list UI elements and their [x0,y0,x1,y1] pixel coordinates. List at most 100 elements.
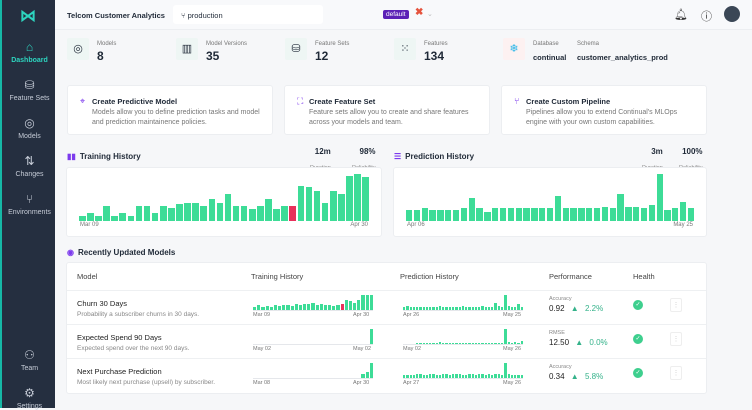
bar[interactable] [442,373,445,378]
bar[interactable] [323,304,328,310]
bar[interactable] [216,202,224,221]
more-menu-button[interactable]: ⋮ [670,298,682,312]
bar[interactable] [192,202,199,221]
bar[interactable] [425,307,429,310]
bar-failed[interactable] [340,303,344,310]
bar[interactable] [499,208,507,221]
bar[interactable] [435,307,438,310]
bar[interactable] [344,300,348,310]
bar[interactable] [554,195,562,221]
bar[interactable] [601,206,609,221]
bar[interactable] [491,375,494,378]
bar[interactable] [468,373,471,378]
bar[interactable] [412,307,416,310]
bar[interactable] [445,373,448,378]
bar[interactable] [609,208,616,221]
bar[interactable] [419,342,422,344]
bar[interactable] [474,342,478,344]
bar[interactable] [432,373,435,378]
bar[interactable] [278,305,282,310]
bar[interactable] [253,306,257,310]
bar[interactable] [504,363,507,378]
bar[interactable] [281,205,288,221]
bar[interactable] [369,329,373,344]
bar[interactable] [520,307,523,310]
bar[interactable] [416,373,419,378]
bar[interactable] [103,205,110,221]
bell-icon[interactable]: 🔔︎ [674,9,688,21]
bar[interactable] [500,342,504,344]
sidebar-item-feature-sets[interactable]: ⛁ Feature Sets [2,78,57,102]
bar[interactable] [570,208,577,221]
bar[interactable] [127,215,135,221]
bar[interactable] [79,215,86,221]
bar[interactable] [437,210,444,221]
bar[interactable] [578,208,585,221]
bar[interactable] [346,175,353,221]
sidebar-item-models[interactable]: ◎ Models [2,116,57,140]
help-icon[interactable]: ⓘ [701,11,712,23]
table-row[interactable]: Expected Spend 90 Days Expected spend ove… [67,324,706,358]
bar[interactable] [461,305,465,310]
bar[interactable] [265,199,272,221]
bar[interactable] [474,375,478,378]
bar[interactable] [487,342,491,344]
bar[interactable] [593,208,601,221]
bar[interactable] [448,375,451,378]
bar[interactable] [510,307,514,310]
bar[interactable] [517,375,520,378]
bar[interactable] [500,307,504,310]
bar[interactable] [406,210,413,221]
bar[interactable] [403,375,406,378]
bar[interactable] [422,307,425,310]
bar[interactable] [282,304,286,310]
model-name[interactable]: Next Purchase Prediction [77,367,162,376]
bar[interactable] [365,371,369,378]
bar[interactable] [451,342,455,344]
bar[interactable] [484,375,487,378]
bar[interactable] [448,342,451,344]
bar[interactable] [176,204,183,221]
bar[interactable] [478,373,481,378]
bar[interactable] [510,375,514,378]
bar[interactable] [365,295,369,310]
bar[interactable] [151,212,159,221]
bar[interactable] [494,302,497,310]
bar[interactable] [497,342,500,344]
bar[interactable] [625,206,632,221]
bar[interactable] [451,373,455,378]
bar[interactable] [640,208,648,221]
bar[interactable] [406,375,409,378]
bar[interactable] [265,305,269,310]
bar[interactable] [514,307,517,310]
bar[interactable] [520,340,523,344]
bar[interactable] [332,305,336,310]
bar[interactable] [438,375,442,378]
bar[interactable] [504,295,507,310]
bar[interactable] [633,206,640,221]
bar[interactable] [348,301,353,310]
bar[interactable] [617,194,624,221]
bar[interactable] [429,307,432,310]
bar[interactable] [319,303,323,310]
bar[interactable] [422,342,425,344]
bar[interactable] [143,205,151,221]
bar[interactable] [460,208,468,221]
bar[interactable] [311,302,315,310]
bar[interactable] [458,373,461,378]
bar[interactable] [500,375,504,378]
bar[interactable] [416,307,419,310]
table-row[interactable]: Churn 30 Days Probability a subscriber ch… [67,290,706,324]
bar[interactable] [539,208,546,221]
bar[interactable] [520,375,523,378]
bar[interactable] [224,194,232,221]
bar[interactable] [95,215,102,221]
bar[interactable] [111,215,118,221]
sidebar-item-changes[interactable]: ⇅ Changes [2,154,57,178]
bar[interactable] [273,304,278,310]
bar[interactable] [517,342,520,344]
bar[interactable] [507,341,510,344]
bar[interactable] [409,307,412,310]
bar[interactable] [425,375,429,378]
bar[interactable] [455,342,458,344]
